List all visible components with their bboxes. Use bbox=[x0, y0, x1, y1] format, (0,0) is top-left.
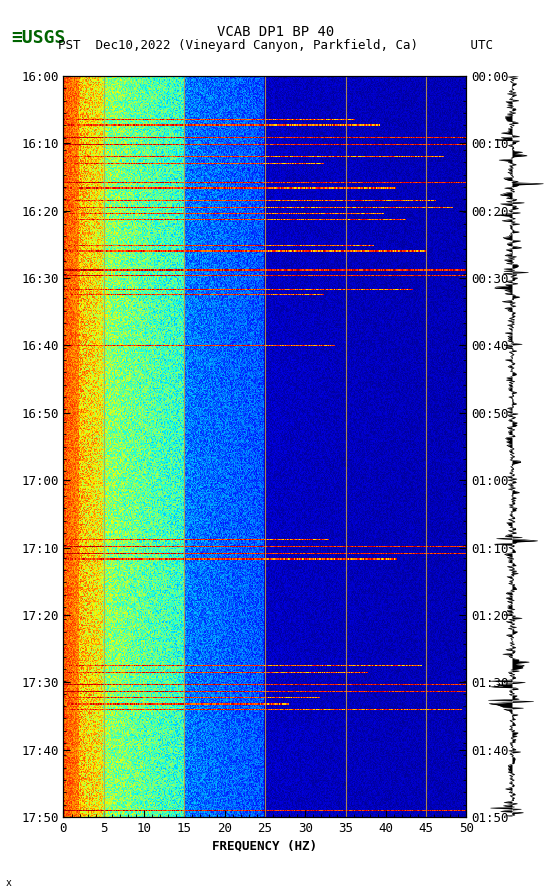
Text: x: x bbox=[6, 878, 12, 888]
Text: ≡USGS: ≡USGS bbox=[11, 29, 66, 46]
Text: PST  Dec10,2022 (Vineyard Canyon, Parkfield, Ca)       UTC: PST Dec10,2022 (Vineyard Canyon, Parkfie… bbox=[59, 39, 493, 53]
Text: VCAB DP1 BP 40: VCAB DP1 BP 40 bbox=[217, 25, 335, 39]
X-axis label: FREQUENCY (HZ): FREQUENCY (HZ) bbox=[213, 839, 317, 852]
